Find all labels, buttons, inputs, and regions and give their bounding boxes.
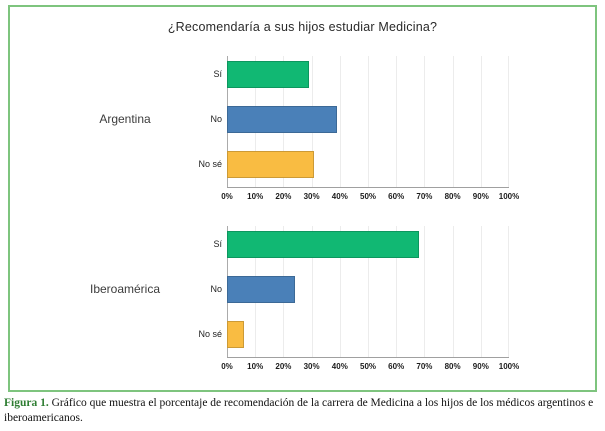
gridline	[339, 56, 341, 187]
bar-si	[227, 231, 419, 258]
gridline	[424, 56, 426, 187]
group-label-iberoamerica: Iberoamérica	[89, 282, 161, 296]
gridline	[339, 226, 341, 357]
x-tick-label: 20%	[275, 362, 292, 371]
x-tick-label: 100%	[498, 362, 520, 371]
x-tick-label: 100%	[498, 192, 520, 201]
category-label-si: Sí	[213, 239, 222, 249]
x-axis-ticks: 0% 10% 20% 30% 40% 50% 60% 70% 80% 90% 100%	[221, 192, 519, 204]
figure-caption-label: Figura 1.	[4, 397, 49, 409]
x-tick-label: 30%	[303, 362, 320, 371]
x-tick-label: 50%	[359, 362, 377, 371]
gridline	[396, 226, 398, 357]
x-axis-ticks: 0% 10% 20% 30% 40% 50% 60% 70% 80% 90% 100%	[221, 362, 519, 374]
gridline	[368, 226, 369, 357]
gridline	[311, 226, 313, 357]
plot-area	[227, 56, 509, 188]
x-tick-label: 0%	[221, 362, 233, 371]
gridline	[480, 56, 482, 187]
chart-title: ¿Recomendaría a sus hijos estudiar Medic…	[167, 20, 438, 34]
bar-no-se	[227, 321, 244, 348]
category-labels: Sí No No sé	[122, 56, 222, 187]
x-tick-label: 70%	[416, 362, 433, 371]
gridline	[452, 56, 454, 187]
bar-chart-argentina: Argentina Sí No No sé 0% 10% 20% 30% 40% 50% 60%…	[0, 56, 605, 208]
x-tick-label: 30%	[303, 192, 320, 201]
gridline	[368, 56, 369, 187]
x-tick-label: 80%	[444, 362, 461, 371]
x-tick-label: 40%	[331, 192, 348, 201]
category-label-si: Sí	[213, 69, 222, 79]
category-label-no: No	[210, 284, 222, 294]
gridline	[396, 56, 398, 187]
bar-no	[227, 106, 337, 133]
gridline	[508, 226, 509, 357]
x-tick-label: 70%	[416, 192, 433, 201]
bar-chart-iberoamerica: Iberoamérica Sí No No sé 0% 10% 20% 30% 40% 50%…	[0, 226, 605, 378]
plot-area	[227, 226, 509, 358]
category-label-no: No	[210, 114, 222, 124]
x-tick-label: 90%	[472, 192, 489, 201]
x-tick-label: 50%	[359, 192, 377, 201]
x-tick-label: 60%	[388, 192, 405, 201]
gridline	[480, 226, 482, 357]
x-tick-label: 80%	[444, 192, 461, 201]
category-label-no-se: No sé	[198, 329, 222, 339]
figure-caption-text: Gráfico que muestra el porcentaje de rec…	[4, 397, 594, 424]
bar-no-se	[227, 151, 315, 178]
gridline	[424, 226, 426, 357]
category-labels: Sí No No sé	[122, 226, 222, 357]
bar-no	[227, 276, 295, 303]
x-tick-label: 40%	[331, 362, 348, 371]
figure-caption: Figura 1. Gráfico que muestra el porcent…	[4, 396, 601, 425]
x-tick-label: 10%	[247, 362, 264, 371]
gridline	[452, 226, 454, 357]
x-tick-label: 60%	[388, 362, 405, 371]
x-tick-label: 20%	[275, 192, 292, 201]
x-tick-label: 10%	[247, 192, 264, 201]
x-tick-label: 90%	[472, 362, 489, 371]
bar-si	[227, 61, 309, 88]
x-tick-label: 0%	[221, 192, 233, 201]
group-label-argentina: Argentina	[99, 112, 151, 126]
category-label-no-se: No sé	[198, 159, 222, 169]
gridline	[508, 56, 509, 187]
